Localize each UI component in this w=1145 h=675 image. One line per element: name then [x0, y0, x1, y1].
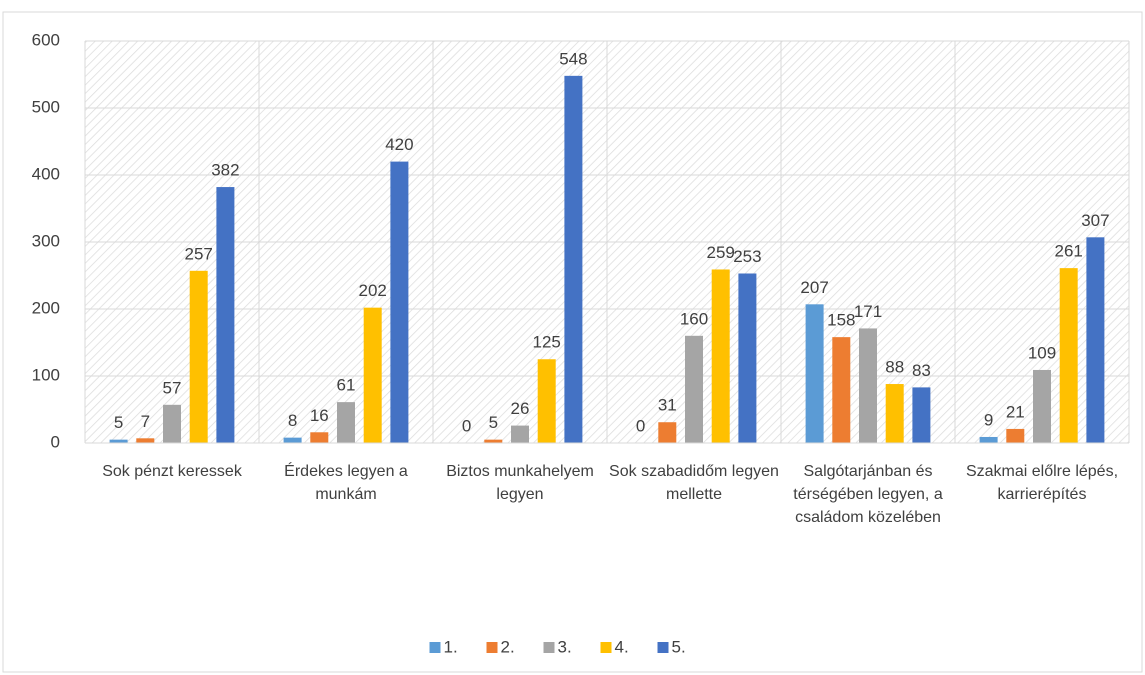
data-label: 5 — [114, 413, 123, 432]
x-tick-label: Biztos munkahelyem legyen — [446, 463, 594, 503]
bar — [484, 439, 503, 443]
legend-label: 3. — [558, 637, 572, 656]
bar — [979, 436, 998, 443]
x-tick-label: Szakmai előlre lépés, karrierépítés — [965, 463, 1119, 503]
data-label: 171 — [854, 302, 882, 321]
y-tick-label: 600 — [32, 30, 60, 49]
bar — [283, 437, 302, 443]
bar — [685, 335, 703, 443]
bar — [511, 425, 529, 443]
data-label: 253 — [733, 247, 761, 266]
data-label: 548 — [559, 49, 587, 68]
data-label: 9 — [984, 410, 993, 429]
y-tick-label: 300 — [32, 231, 60, 250]
y-tick-label: 200 — [32, 298, 60, 317]
data-label: 0 — [636, 416, 645, 435]
data-label: 21 — [1006, 402, 1025, 421]
data-label: 16 — [310, 406, 329, 425]
bar — [805, 304, 824, 443]
bar — [390, 161, 409, 443]
data-label: 26 — [511, 399, 530, 418]
bar — [163, 404, 181, 443]
bar — [363, 307, 382, 443]
y-tick-label: 500 — [32, 97, 60, 116]
data-label: 261 — [1055, 242, 1083, 261]
data-label: 61 — [337, 376, 356, 395]
bar — [1086, 237, 1105, 443]
bar — [337, 402, 355, 443]
bar — [136, 438, 155, 443]
y-tick-label: 0 — [51, 432, 60, 451]
data-label: 207 — [800, 278, 828, 297]
legend-label: 4. — [615, 637, 629, 656]
data-label: 382 — [211, 161, 239, 180]
data-label: 88 — [885, 358, 904, 377]
data-label: 257 — [185, 244, 213, 263]
legend-swatch — [657, 642, 669, 653]
data-label: 307 — [1081, 211, 1109, 230]
y-tick-label: 400 — [32, 164, 60, 183]
x-tick-label: Sok szabadidőm legyen mellette — [609, 463, 779, 503]
x-tick-label: Salgótarjánban és térségében legyen, a c… — [793, 463, 943, 526]
bar — [216, 187, 235, 443]
legend-swatch — [486, 642, 498, 653]
bar — [885, 384, 904, 443]
chart-border — [2, 11, 1143, 673]
bar — [859, 328, 877, 443]
data-label: 83 — [912, 361, 931, 380]
bar — [189, 270, 208, 443]
bar — [564, 75, 583, 443]
bar — [658, 422, 677, 443]
data-label: 160 — [680, 309, 708, 328]
legend-label: 1. — [444, 637, 458, 656]
legend-label: 2. — [501, 637, 515, 656]
bar — [1059, 268, 1078, 443]
data-label: 158 — [827, 311, 855, 330]
data-label: 420 — [385, 135, 413, 154]
bar — [912, 387, 931, 443]
bar — [310, 432, 329, 443]
legend-swatch — [429, 642, 441, 653]
legend-label: 5. — [672, 637, 686, 656]
bar — [738, 273, 757, 443]
data-label: 31 — [658, 396, 677, 415]
data-label: 202 — [359, 281, 387, 300]
bar — [711, 269, 730, 443]
data-label: 125 — [533, 333, 561, 352]
y-tick-label: 100 — [32, 365, 60, 384]
data-label: 8 — [288, 411, 297, 430]
bar — [1033, 369, 1051, 443]
bar — [832, 337, 851, 443]
data-label: 7 — [141, 412, 150, 431]
data-label: 5 — [489, 413, 498, 432]
bar — [1006, 428, 1025, 443]
bar — [537, 359, 556, 443]
data-label: 109 — [1028, 343, 1056, 362]
data-label: 57 — [163, 378, 182, 397]
data-label: 0 — [462, 416, 471, 435]
bar — [109, 439, 128, 443]
x-tick-label: Sok pénzt keressek — [102, 463, 242, 480]
legend-swatch — [543, 642, 555, 653]
data-label: 259 — [707, 243, 735, 262]
x-tick-label: Érdekes legyen a munkám — [284, 463, 408, 503]
legend-swatch — [600, 642, 612, 653]
